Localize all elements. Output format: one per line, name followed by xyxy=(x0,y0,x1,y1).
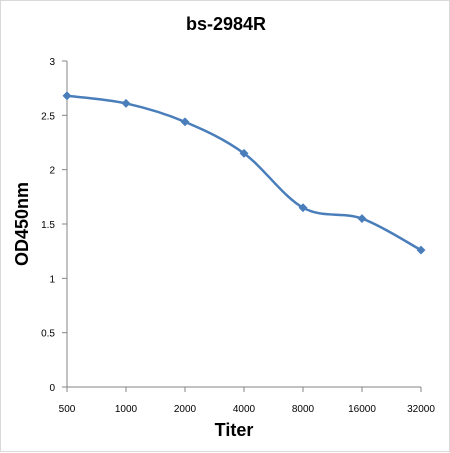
x-tick-label: 32000 xyxy=(407,404,435,415)
y-tick-label: 2.5 xyxy=(41,111,55,122)
x-axis-label: Titer xyxy=(215,420,254,440)
chart-title: bs-2984R xyxy=(186,14,266,34)
x-tick-label: 2000 xyxy=(174,404,197,415)
data-point-marker xyxy=(298,203,308,213)
data-point-marker xyxy=(121,98,131,108)
y-axis-ticks: 0 0.5 1 1.5 2 2.5 3 xyxy=(41,57,67,394)
x-tick-label: 1000 xyxy=(115,404,138,415)
y-tick-label: 0 xyxy=(49,383,55,394)
data-point-marker xyxy=(239,148,249,158)
data-point-marker xyxy=(416,245,426,255)
y-axis-label: OD450nm xyxy=(12,182,32,266)
data-point-marker xyxy=(180,117,190,127)
data-point-marker xyxy=(62,91,72,101)
y-tick-label: 2 xyxy=(49,166,55,177)
x-axis-ticks: 500 1000 2000 4000 8000 16000 32000 xyxy=(59,387,435,415)
y-tick-label: 3 xyxy=(49,57,55,68)
data-point-marker xyxy=(357,214,367,224)
y-tick-label: 1 xyxy=(49,274,55,285)
series-layer xyxy=(62,91,426,255)
x-tick-label: 4000 xyxy=(233,404,256,415)
y-tick-label: 0.5 xyxy=(41,329,55,340)
x-tick-label: 500 xyxy=(59,404,76,415)
x-tick-label: 8000 xyxy=(292,404,315,415)
x-tick-label: 16000 xyxy=(348,404,376,415)
y-tick-label: 1.5 xyxy=(41,220,55,231)
series-line xyxy=(65,94,423,252)
